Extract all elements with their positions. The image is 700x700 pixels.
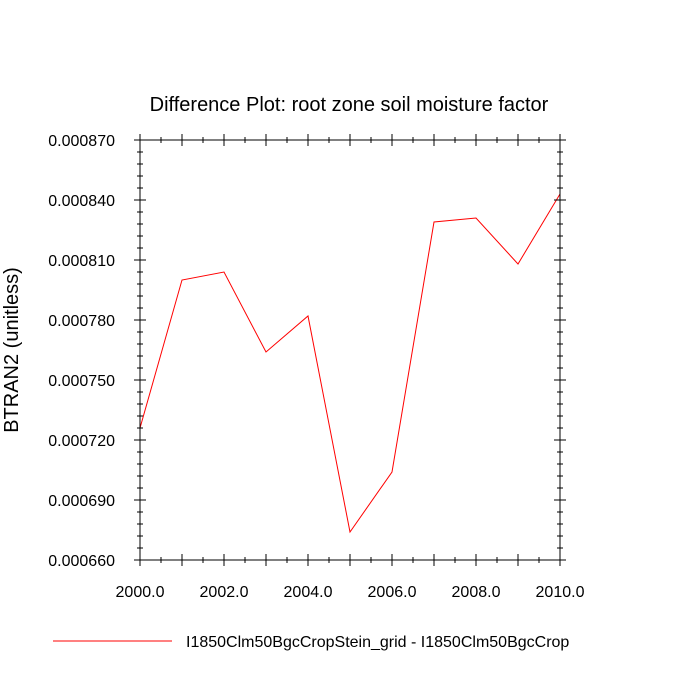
y-axis-label: BTRAN2 (unitless)	[1, 267, 23, 433]
x-tick-label: 2006.0	[368, 584, 417, 601]
legend-label: I1850Clm50BgcCropStein_grid - I1850Clm50…	[186, 634, 569, 651]
y-tick-label: 0.000780	[48, 313, 115, 330]
plot-area	[139, 193, 561, 534]
x-tick-label: 2004.0	[284, 584, 333, 601]
y-tick-label: 0.000750	[48, 373, 115, 390]
x-axis: 2000.0 2002.0 2004.0 2006.0 2008.0 2010.0	[116, 134, 585, 601]
legend: I1850Clm50BgcCropStein_grid - I1850Clm50…	[53, 634, 569, 651]
series-line	[139, 193, 561, 534]
y-tick-label: 0.000720	[48, 433, 115, 450]
plot-frame	[139, 139, 561, 561]
chart-title: Difference Plot: root zone soil moisture…	[150, 94, 549, 116]
y-tick-label: 0.000660	[48, 553, 115, 570]
x-tick-label: 2010.0	[536, 584, 585, 601]
y-tick-label: 0.000840	[48, 193, 115, 210]
x-tick-label: 2000.0	[116, 584, 165, 601]
x-tick-label: 2008.0	[452, 584, 501, 601]
y-axis: 0.000660 0.000690 0.000720 0.000750 0.000780…	[48, 133, 566, 570]
x-tick-label: 2002.0	[200, 584, 249, 601]
y-tick-label: 0.000870	[48, 133, 115, 150]
y-tick-label: 0.000810	[48, 253, 115, 270]
y-tick-label: 0.000690	[48, 493, 115, 510]
